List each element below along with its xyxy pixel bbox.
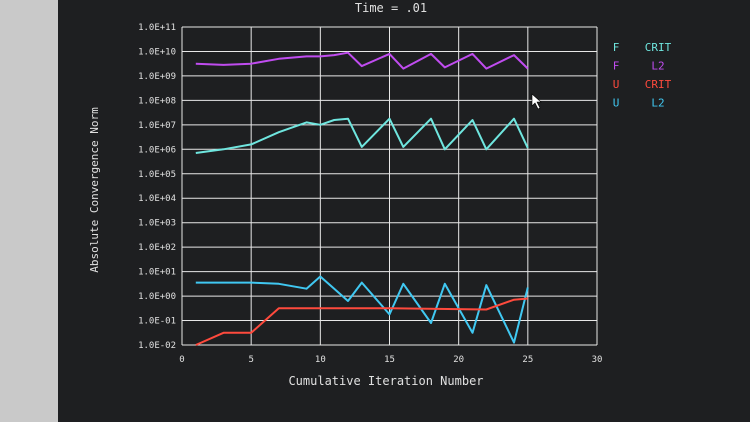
x-axis-label: Cumulative Iteration Number [288, 374, 483, 388]
chart-title: Time = .01 [355, 1, 427, 15]
x-tick-label: 20 [453, 355, 464, 365]
monitor-screen [58, 0, 750, 422]
y-tick-label: 1.0E+07 [138, 121, 176, 131]
x-tick-label: 25 [522, 355, 533, 365]
y-tick-label: 1.0E+01 [138, 268, 176, 278]
x-tick-label: 15 [384, 355, 395, 365]
legend-prefix: U [613, 97, 620, 110]
legend-prefix: F [613, 41, 620, 54]
y-tick-label: 1.0E+02 [138, 243, 176, 253]
y-tick-label: 1.0E+05 [138, 170, 176, 180]
legend-label: L2 [651, 60, 664, 73]
x-tick-label: 0 [179, 355, 184, 365]
y-tick-label: 1.0E+08 [138, 96, 176, 106]
series-line-f_crit [195, 117, 529, 154]
y-tick-label: 1.0E+11 [138, 23, 176, 33]
y-tick-label: 1.0E+04 [138, 194, 176, 204]
y-tick-label: 1.0E+03 [138, 219, 176, 229]
series-line-f_l2 [195, 51, 529, 70]
x-tick-label: 5 [248, 355, 253, 365]
legend-label: CRIT [645, 41, 672, 54]
legend-label: CRIT [645, 78, 672, 91]
y-tick-label: 1.0E+09 [138, 72, 176, 82]
series-line-u_crit [195, 297, 528, 346]
x-tick-label: 30 [592, 355, 603, 365]
legend-prefix: F [613, 60, 620, 73]
legend-label: L2 [651, 97, 664, 110]
y-tick-label: 1.0E-02 [138, 341, 176, 351]
y-tick-label: 1.0E-01 [138, 317, 176, 327]
y-tick-label: 1.0E+06 [138, 145, 176, 155]
plot-layer: 1.0E-02 1.0E-01 1.0E+00 1.0E+01 1.0E+02 1.0E+… [88, 1, 672, 388]
y-tick-label: 1.0E+00 [138, 292, 176, 302]
series-line-u_l2 [195, 275, 529, 344]
x-tick-label: 10 [315, 355, 326, 365]
y-axis-label: Absolute Convergence Norm [88, 107, 101, 273]
y-tick-label: 1.0E+10 [138, 47, 176, 57]
mouse-cursor-icon [531, 93, 542, 110]
legend-prefix: U [613, 78, 620, 91]
